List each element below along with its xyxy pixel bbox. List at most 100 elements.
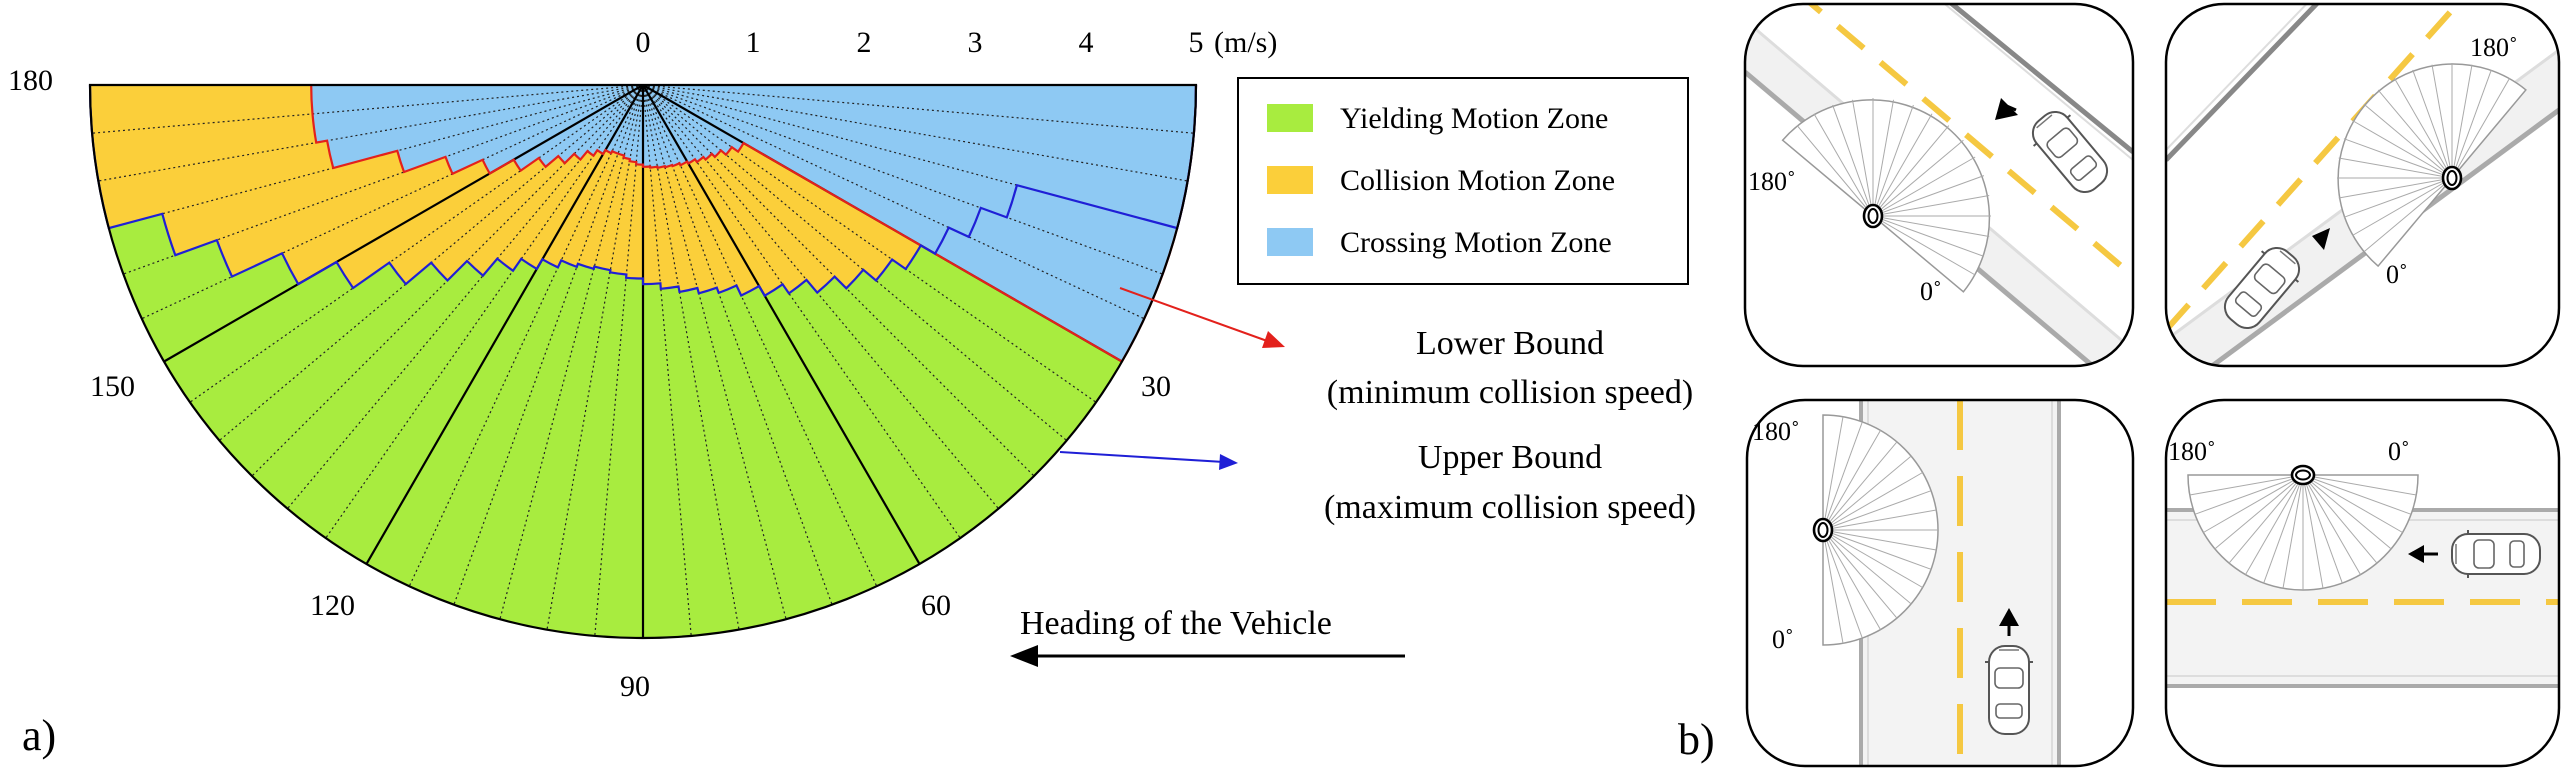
fan-ray [1872,104,1914,217]
sector-ray-130 [287,84,644,509]
fan-ray [1822,509,1937,531]
scenario-panel-4: 180˚ 0˚ [2164,398,2561,768]
fan-ray [1822,529,1932,570]
fan-ray [2302,474,2403,533]
fan-ray [1822,529,1923,588]
fan-ray [2394,78,2453,179]
fan-ray [2412,69,2453,179]
fan-ray [2431,64,2453,179]
legend: Yielding Motion Zone Collision Motion Zo… [1237,77,1689,285]
polar-zone-chart: 0 1 2 3 4 5 (m/s) 180 150 120 90 60 30 Y… [8,26,1696,760]
sector-ray-75 [642,84,787,620]
car-direction-arrow [1995,98,2018,120]
fan-ray [2451,78,2510,179]
fan-ray [1872,175,1985,217]
fan-ray [2263,474,2304,584]
fan-ray [2228,474,2304,564]
scenario-panel-2: 180˚ 0˚ [2164,2,2561,368]
scenario-3-label-0: 0˚ [1772,625,1794,654]
sector-ray-125 [325,84,644,539]
fan-ray [2189,474,2304,496]
sector-ray-5 [642,84,1194,134]
scenario-1-label-0: 0˚ [1920,277,1942,306]
upper-bound-title: Upper Bound [1418,439,1602,476]
angle-label-120: 120 [310,589,355,622]
fan-ray [1872,195,1990,217]
scenario-3-frame [1745,398,2135,768]
sector-ray-170 [98,84,644,182]
angle-label-150: 150 [90,370,135,403]
fan-ray [2451,64,2473,179]
lower-bound-title: Lower Bound [1416,325,1604,362]
fan-ray [2302,474,2361,575]
scale-tick-0: 0 [636,26,651,59]
angle-label-30: 30 [1141,370,1171,403]
legend-swatch-crossing [1267,228,1313,256]
scale-tick-4: 4 [1079,26,1094,59]
fan-ray [2451,69,2492,179]
legend-label-collision: Collision Motion Zone [1340,164,1615,197]
sector-ray-40 [642,84,1067,441]
legend-swatch-collision [1267,166,1313,194]
crossing-zone [311,85,1196,362]
car-icon [2451,529,2541,579]
scenario-panel-1: 180˚ 0˚ [1743,2,2135,368]
pedestrian-icon [1862,203,1884,229]
scale-tick-1: 1 [746,26,761,59]
major-ray-120 [365,84,644,565]
fan-ray [1872,215,1985,257]
sector-ray-110 [453,84,644,605]
lower-bound-subtitle: (minimum collision speed) [1327,374,1693,411]
major-ray-150 [163,84,644,363]
fan-4 [2187,474,2419,591]
fan-ray [2302,474,2417,496]
fan-ray [2377,89,2453,179]
fan-ray [2302,474,2412,515]
fan-ray [1872,125,1950,217]
sector-ray-65 [642,84,878,587]
lower-bound-arrow [1119,287,1271,343]
fan-ray [1872,113,1933,217]
fan-ray [1822,430,1881,531]
panel-a-label: a) [22,711,56,760]
scenario-1-frame [1743,2,2135,368]
fan-ray [2302,474,2378,564]
upper-bound-arrow [1059,451,1225,463]
scale-tick-3: 3 [968,26,983,59]
sector-ray-155 [141,84,644,320]
fan-ray [1822,441,1898,531]
scenario-2-label-0: 0˚ [2386,260,2408,289]
scenario-panel-3: 180˚ 0˚ [1745,398,2135,768]
fan-ray [2302,474,2324,589]
legend-label-crossing: Crossing Motion Zone [1340,226,1612,259]
fan-ray [2302,474,2343,584]
scenario-4-label-0: 0˚ [2388,437,2410,466]
fan-ray [1822,490,1932,531]
fan-ray [1822,529,1898,619]
fan-ray [1813,113,1874,217]
car-icon [1984,645,2034,735]
sector-ray-115 [408,84,644,587]
fan-3 [1822,414,1939,646]
upper-bound-subtitle: (maximum collision speed) [1324,489,1696,526]
fan-ray [1822,416,1844,531]
pedestrian-icon [2441,165,2463,191]
fan-1 [1781,98,1991,293]
fan-ray [1822,455,1912,531]
scale-tick-5: 5 [1189,26,1204,59]
scenario-2-label-180: 180˚ [2470,33,2518,62]
panel-b-label: b) [1678,715,1715,764]
lower-bound-arrowhead [1262,331,1285,348]
sector-ray-20 [642,84,1163,275]
lower-bound-line [310,84,1198,364]
sector-ray-80 [642,84,740,630]
fan-ray [2343,138,2453,179]
fan-ray [1822,529,1844,644]
sector-ray-100 [546,84,644,630]
fan-ray [1852,99,1874,217]
fan-ray [2352,120,2453,179]
fan-ray [2245,474,2304,575]
pedestrian-icon [2290,464,2316,486]
car-direction-arrow [2312,228,2330,250]
